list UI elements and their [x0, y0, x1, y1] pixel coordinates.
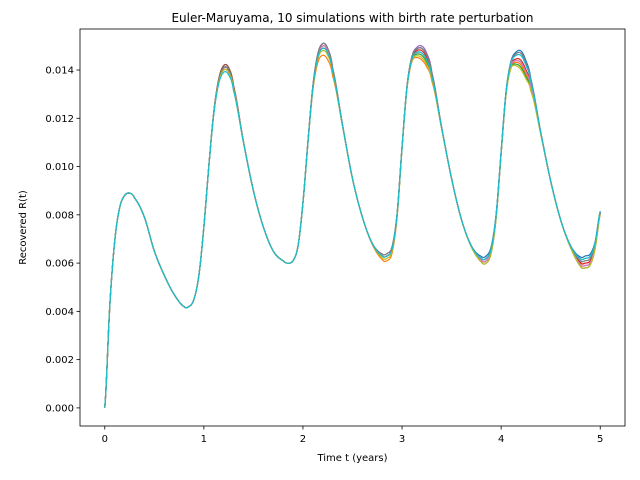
x-tick-label: 1: [201, 434, 207, 445]
x-tick-label: 5: [597, 434, 603, 445]
y-tick-label: 0.010: [45, 162, 74, 173]
y-axis-label: Recovered R(t): [18, 190, 29, 265]
x-axis-label: Time t (years): [316, 453, 387, 464]
y-tick-label: 0.006: [45, 259, 74, 270]
y-tick-label: 0.000: [45, 403, 74, 414]
y-axis: 0.000 0.002 0.004 0.006 0.008 0.010 0.012 0.014: [45, 66, 80, 414]
x-tick-label: 3: [399, 434, 405, 445]
y-tick-label: 0.004: [45, 307, 74, 318]
axes-frame: [79, 28, 626, 427]
series-line-10: [104, 47, 601, 408]
y-tick-label: 0.002: [45, 355, 74, 366]
y-tick-label: 0.008: [45, 210, 74, 221]
y-tick-label: 0.014: [45, 66, 74, 77]
x-tick-label: 2: [300, 434, 306, 445]
x-tick-label: 0: [102, 434, 108, 445]
chart-title: Euler-Maruyama, 10 simulations with birt…: [171, 11, 533, 25]
x-axis: 0 1 2 3 4 5: [102, 426, 603, 445]
x-tick-label: 4: [498, 434, 504, 445]
y-tick-label: 0.012: [45, 114, 74, 125]
series-layer: [104, 42, 601, 408]
